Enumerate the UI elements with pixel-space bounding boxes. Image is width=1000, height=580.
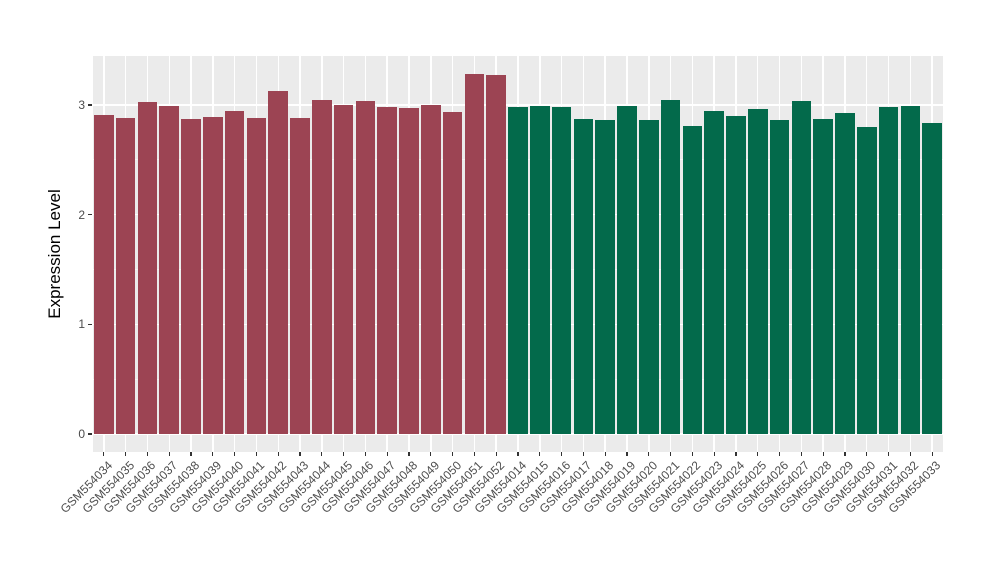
x-tick-mark	[648, 452, 650, 456]
bar-GSM554024	[726, 115, 746, 434]
x-tick-mark	[343, 452, 345, 456]
x-tick-mark	[626, 452, 628, 456]
x-tick-mark	[757, 452, 759, 456]
bar-GSM554040	[224, 110, 245, 434]
bar-GSM554052	[486, 75, 506, 434]
bar-GSM554028	[813, 119, 833, 434]
bar-GSM554022	[682, 125, 703, 434]
x-tick-mark	[103, 452, 105, 456]
x-tick-mark	[735, 452, 737, 456]
x-tick-mark	[517, 452, 519, 456]
bar-GSM554026	[769, 120, 790, 434]
x-tick-mark	[866, 452, 868, 456]
x-tick-mark	[125, 452, 127, 456]
bar-GSM554050	[442, 111, 463, 434]
x-tick-mark	[539, 452, 541, 456]
x-tick-mark	[844, 452, 846, 456]
bar-GSM554041	[246, 118, 267, 434]
x-tick-mark	[495, 452, 497, 456]
bar-GSM554016	[551, 107, 572, 434]
bar-GSM554015	[529, 106, 550, 434]
x-tick-mark	[408, 452, 410, 456]
plot-panel	[93, 56, 943, 452]
x-tick-mark	[560, 452, 563, 456]
x-tick-mark	[800, 452, 802, 456]
bar-GSM554043	[290, 118, 310, 434]
x-tick-mark	[234, 452, 236, 456]
y-tick-mark	[88, 323, 92, 325]
x-tick-mark	[582, 452, 584, 456]
bar-GSM554025	[747, 109, 768, 434]
x-tick-mark	[778, 452, 781, 456]
x-tick-mark	[386, 452, 388, 456]
x-tick-mark	[909, 452, 911, 456]
bar-GSM554031	[878, 107, 899, 434]
bar-GSM554029	[835, 112, 855, 434]
y-tick-label: 2	[78, 207, 85, 222]
y-tick-mark	[88, 433, 92, 435]
bar-GSM554036	[137, 101, 158, 434]
bar-GSM554048	[399, 108, 419, 434]
y-tick-mark	[88, 214, 92, 216]
bar-GSM554034	[94, 114, 114, 434]
x-tick-mark	[168, 452, 170, 456]
bar-GSM554044	[312, 99, 332, 434]
bar-GSM554018	[595, 120, 615, 434]
x-tick-mark	[473, 452, 475, 456]
x-tick-mark	[887, 452, 890, 456]
x-tick-mark	[931, 452, 933, 456]
horizontal-major-gridline	[93, 104, 943, 106]
x-tick-mark	[691, 452, 693, 456]
bar-GSM554039	[203, 117, 223, 434]
bar-GSM554051	[464, 74, 485, 434]
y-tick-label: 3	[78, 98, 85, 113]
bar-GSM554019	[617, 106, 637, 434]
y-tick-mark	[88, 104, 92, 106]
x-tick-mark	[669, 452, 672, 456]
x-tick-mark	[190, 452, 192, 456]
bar-GSM554021	[660, 99, 681, 434]
x-tick-mark	[604, 452, 606, 456]
x-tick-mark	[277, 452, 279, 456]
x-tick-mark	[430, 452, 432, 456]
bar-GSM554023	[704, 110, 724, 434]
x-tick-mark	[146, 452, 149, 456]
bar-GSM554046	[355, 100, 376, 434]
bar-GSM554033	[922, 122, 942, 434]
x-tick-mark	[364, 452, 367, 456]
bar-GSM554020	[638, 120, 659, 434]
bar-GSM554017	[573, 119, 594, 434]
x-tick-mark	[452, 452, 454, 456]
bar-GSM554027	[791, 100, 812, 434]
x-tick-mark	[299, 452, 301, 456]
bar-GSM554047	[377, 107, 398, 434]
x-tick-mark	[713, 452, 715, 456]
y-tick-label: 1	[78, 317, 85, 332]
bar-GSM554032	[900, 106, 921, 434]
bar-GSM554035	[115, 118, 136, 434]
bar-GSM554014	[508, 107, 528, 434]
x-tick-mark	[321, 452, 323, 456]
bar-GSM554037	[159, 106, 180, 434]
bar-GSM554030	[856, 126, 877, 434]
y-axis-title: Expression Level	[45, 189, 64, 319]
bar-GSM554049	[421, 105, 441, 434]
x-tick-mark	[212, 452, 214, 456]
y-tick-label: 0	[78, 427, 85, 441]
x-tick-mark	[255, 452, 258, 456]
bar-GSM554042	[268, 90, 289, 434]
x-tick-mark	[822, 452, 824, 456]
bar-GSM554038	[181, 119, 201, 434]
horizontal-major-gridline	[93, 433, 943, 435]
bar-GSM554045	[333, 105, 354, 434]
